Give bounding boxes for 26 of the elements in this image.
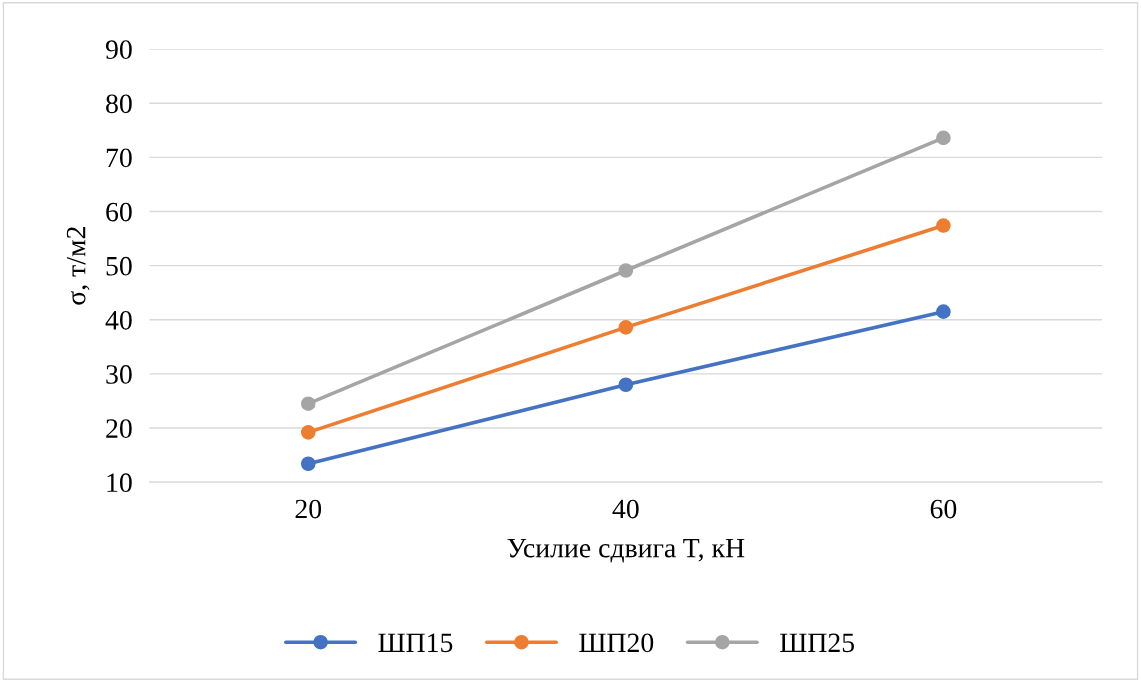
point — [936, 130, 951, 146]
x-tick-label: 40 — [612, 499, 639, 519]
y-tick-label: 50 — [106, 256, 132, 276]
y-tick-label: 10 — [107, 473, 132, 493]
point — [618, 377, 634, 393]
point — [300, 456, 316, 472]
y-tick-label: 40 — [105, 310, 132, 330]
point — [618, 320, 634, 335]
legend-label: ШП20 — [579, 633, 654, 653]
x-axis-title: Усилие сдвига T, кН — [507, 539, 745, 563]
x-tick-label: 60 — [930, 499, 957, 519]
y-tick-label: 20 — [106, 419, 132, 438]
y-tick-label: 80 — [106, 94, 132, 114]
point — [618, 263, 634, 278]
legend-label: ШП25 — [780, 633, 855, 653]
point — [300, 425, 316, 440]
point — [936, 218, 951, 233]
y-tick-label: 30 — [106, 365, 132, 384]
y-tick-label: 90 — [105, 40, 132, 60]
point — [936, 304, 951, 319]
y-tick-label: 70 — [106, 148, 132, 168]
y-axis-title: σ, т/м2 — [66, 227, 90, 305]
point — [300, 396, 316, 411]
x-tick-label: 20 — [295, 499, 322, 519]
legend-label: ШП15 — [378, 633, 453, 653]
y-tick-label: 60 — [106, 202, 132, 222]
